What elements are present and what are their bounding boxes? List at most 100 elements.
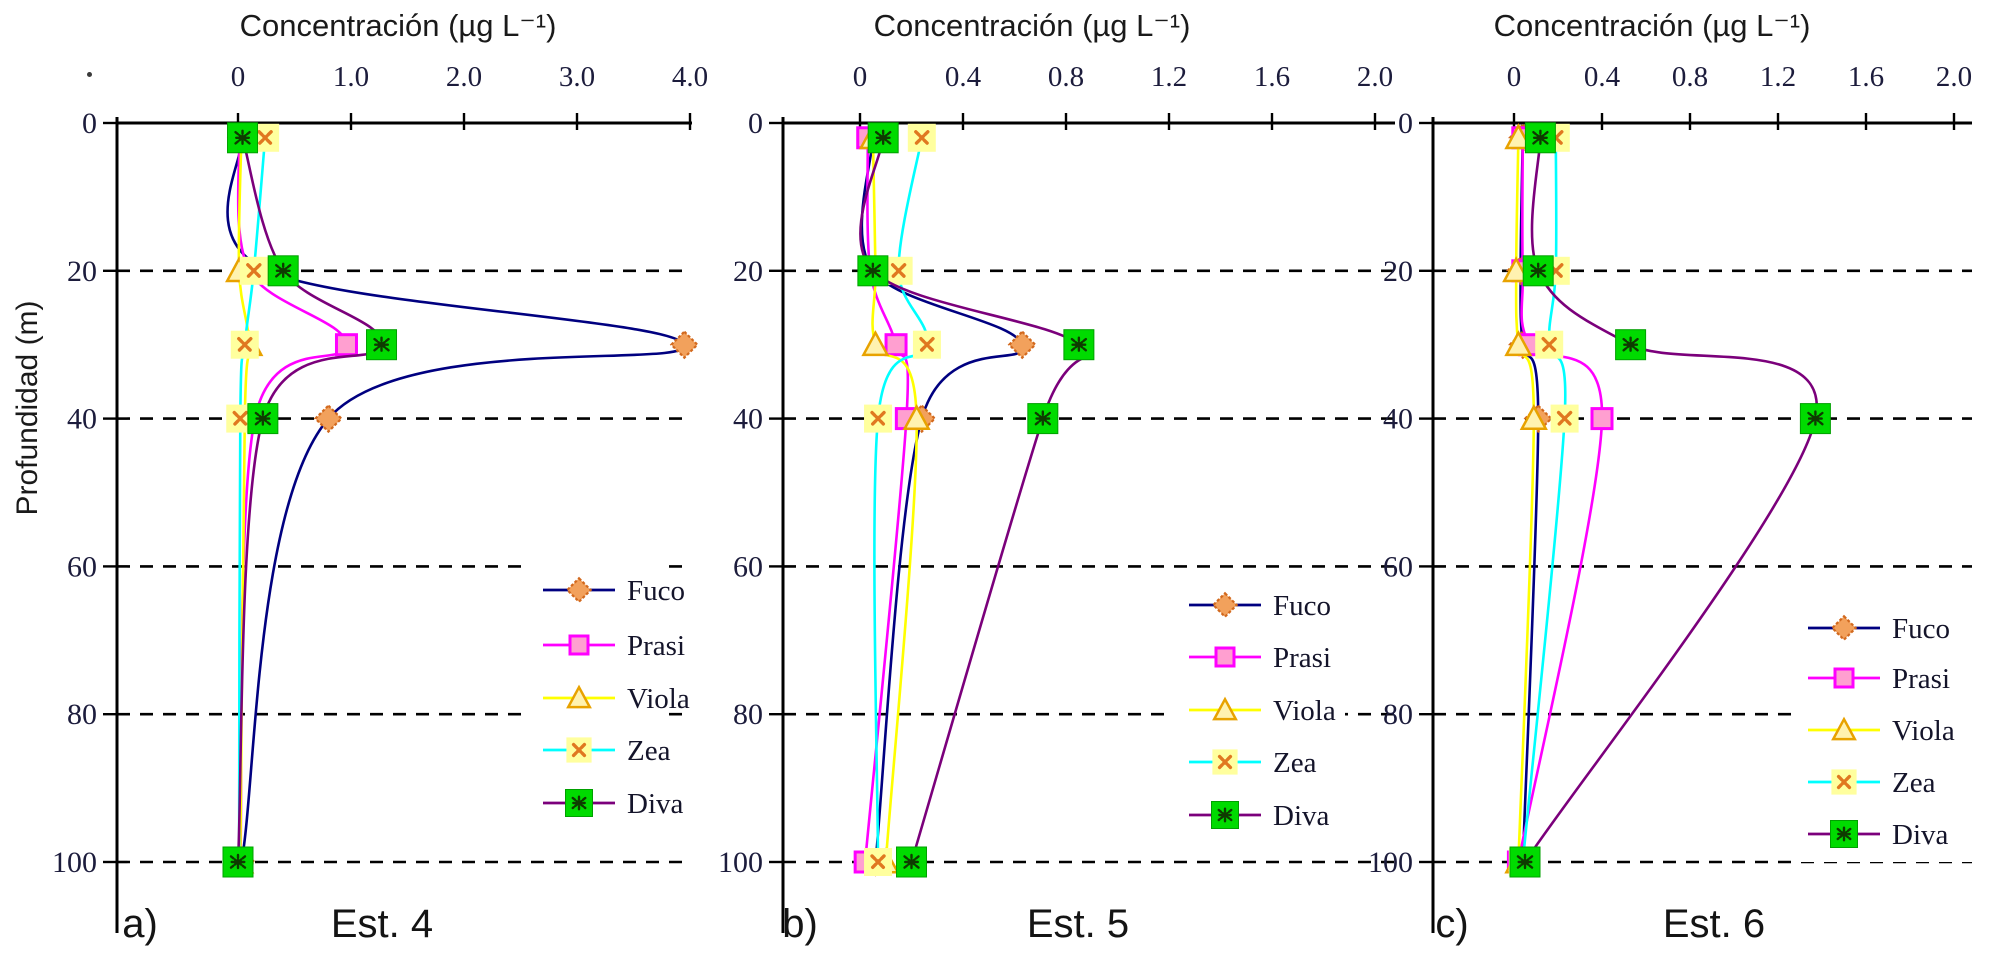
legend: Fuco Prasi Viola Zea Diva bbox=[543, 575, 690, 820]
legend-item-fuco: Fuco bbox=[1808, 613, 1950, 645]
legend-item-diva: Diva bbox=[1189, 800, 1330, 832]
diva-100m-asterisk-glyph bbox=[229, 853, 247, 871]
depth-tick-label-100: 100 bbox=[718, 846, 763, 879]
diva-2m-asterisk-bg bbox=[867, 122, 899, 154]
legend-label-fuco: Fuco bbox=[1892, 613, 1950, 645]
x-tick-label-3.0: 3.0 bbox=[559, 61, 595, 93]
x-tick-label-1.2: 1.2 bbox=[1760, 61, 1796, 93]
marker-diva-100m bbox=[222, 846, 254, 878]
depth-tick-label-40: 40 bbox=[67, 403, 97, 436]
marker-diva-20m bbox=[267, 255, 299, 287]
diva-100m-asterisk-glyph bbox=[903, 853, 920, 871]
stray-dot bbox=[87, 72, 92, 77]
series-line-zea bbox=[1521, 137, 1567, 863]
marker-diva-2m bbox=[867, 122, 899, 154]
marker-diva-20m bbox=[1522, 255, 1554, 287]
marker-diva-40m bbox=[247, 403, 279, 435]
depth-tick-label-80: 80 bbox=[733, 698, 763, 731]
legend-background bbox=[1793, 592, 1984, 862]
marker-viola-40m bbox=[1519, 403, 1548, 431]
depth-tick-label-40: 40 bbox=[1383, 403, 1413, 436]
x-tick-label-2.0: 2.0 bbox=[446, 61, 482, 93]
legend: Fuco Prasi Viola Zea Diva bbox=[1808, 613, 1955, 851]
legend-prasi-square-shape bbox=[1833, 667, 1855, 689]
fuco-40m-diamond-shape bbox=[313, 404, 343, 434]
marker-diva-2m bbox=[1524, 122, 1556, 154]
viola-40m-triangle-shape bbox=[902, 403, 931, 431]
diva-2m-asterisk-glyph bbox=[234, 129, 251, 146]
legend-item-prasi: Prasi bbox=[1189, 642, 1331, 674]
zea-100m-xbox-glyph bbox=[870, 854, 886, 870]
marker-diva-30m bbox=[1063, 329, 1095, 361]
legend-item-prasi: Prasi bbox=[1808, 663, 1950, 695]
zea-30m-xbox-glyph bbox=[1541, 337, 1557, 353]
chart-panel-est-4: 0 1.0 2.0 3.0 4.0 0 20 40 60 80 100 Fuco Prasi Viola Z… bbox=[52, 61, 708, 933]
fuco-30m-diamond-shape bbox=[1007, 330, 1037, 360]
marker-diva-30m bbox=[1615, 329, 1647, 361]
series-line-diva bbox=[1523, 137, 1819, 863]
legend-label-prasi: Prasi bbox=[627, 630, 685, 662]
chart-c-title: Concentración (µg L⁻¹) bbox=[1493, 8, 1811, 43]
legend-label-zea: Zea bbox=[1892, 767, 1936, 799]
legend-prasi-square-shape bbox=[1214, 646, 1236, 668]
marker-legend-viola bbox=[566, 684, 592, 709]
series-line-fuco bbox=[1519, 137, 1540, 863]
diva-100m-asterisk-glyph bbox=[1516, 853, 1534, 871]
series-line-viola bbox=[1514, 137, 1536, 863]
marker-diva-40m bbox=[1027, 403, 1059, 435]
x-tick-label-2.0: 2.0 bbox=[1936, 61, 1972, 93]
legend-label-viola: Viola bbox=[1892, 715, 1955, 747]
marker-legend-diva bbox=[1211, 801, 1239, 829]
marker-diva-20m bbox=[857, 255, 889, 287]
legend-item-zea: Zea bbox=[543, 735, 671, 767]
marker-zea-30m bbox=[912, 330, 941, 359]
legend-viola-triangle-shape bbox=[1831, 716, 1857, 741]
marker-legend-diva bbox=[565, 789, 593, 817]
marker-viola-20m bbox=[1502, 256, 1531, 283]
zea-40m-xbox-glyph bbox=[870, 410, 886, 427]
legend-item-zea: Zea bbox=[1808, 767, 1936, 799]
legend-zea-xbox-glyph bbox=[1217, 754, 1233, 770]
chart-panel-est-5: 0 0.4 0.8 1.2 1.6 2.0 0 20 40 60 80 100 Fuco Prasi Vio… bbox=[718, 61, 1395, 933]
prasi-30m-square-shape bbox=[884, 333, 908, 357]
legend-label-viola: Viola bbox=[1273, 695, 1336, 727]
series-line-fuco bbox=[860, 137, 1024, 863]
station-label-est5: Est. 5 bbox=[1026, 902, 1130, 946]
diva-2m-asterisk-glyph bbox=[874, 129, 892, 146]
legend-label-zea: Zea bbox=[1273, 747, 1317, 779]
legend-label-diva: Diva bbox=[1892, 819, 1949, 851]
marker-diva-100m bbox=[896, 846, 927, 878]
legend-item-viola: Viola bbox=[1189, 695, 1336, 727]
zea-2m-xbox-glyph bbox=[914, 130, 930, 146]
legend-fuco-diamond-shape bbox=[1211, 591, 1239, 619]
marker-viola-30m bbox=[861, 330, 890, 357]
marker-legend-zea bbox=[566, 737, 592, 763]
depth-tick-label-60: 60 bbox=[67, 550, 97, 583]
y-axis-title: Profundidad (m) bbox=[11, 300, 44, 516]
x-tick-label-0.4: 0.4 bbox=[1584, 61, 1621, 93]
x-tick-label-1.6: 1.6 bbox=[1254, 61, 1290, 93]
marker-diva-2m bbox=[227, 122, 259, 154]
marker-zea-40m bbox=[864, 404, 893, 433]
fuco-30m-diamond-shape bbox=[669, 330, 699, 360]
x-tick-label-0.4: 0.4 bbox=[945, 61, 982, 93]
x-tick-label-2.0: 2.0 bbox=[1357, 61, 1393, 93]
marker-legend-viola bbox=[1212, 696, 1238, 721]
legend-item-viola: Viola bbox=[543, 683, 690, 715]
depth-tick-label-0: 0 bbox=[1398, 107, 1413, 140]
zea-30m-xbox-glyph bbox=[237, 337, 253, 353]
legend-item-prasi: Prasi bbox=[543, 630, 685, 662]
marker-prasi-40m bbox=[1590, 407, 1614, 431]
zea-40m-xbox-glyph bbox=[1556, 410, 1573, 427]
marker-diva-100m bbox=[1509, 846, 1541, 878]
marker-viola-2m bbox=[1504, 123, 1533, 150]
depth-tick-label-80: 80 bbox=[67, 698, 97, 731]
series-line-diva bbox=[236, 137, 383, 863]
legend-item-diva: Diva bbox=[543, 788, 684, 820]
marker-zea-30m bbox=[1535, 330, 1564, 359]
station-label-est4: Est. 4 bbox=[330, 902, 434, 946]
depth-tick-label-20: 20 bbox=[67, 255, 97, 288]
marker-legend-prasi bbox=[1833, 667, 1855, 689]
